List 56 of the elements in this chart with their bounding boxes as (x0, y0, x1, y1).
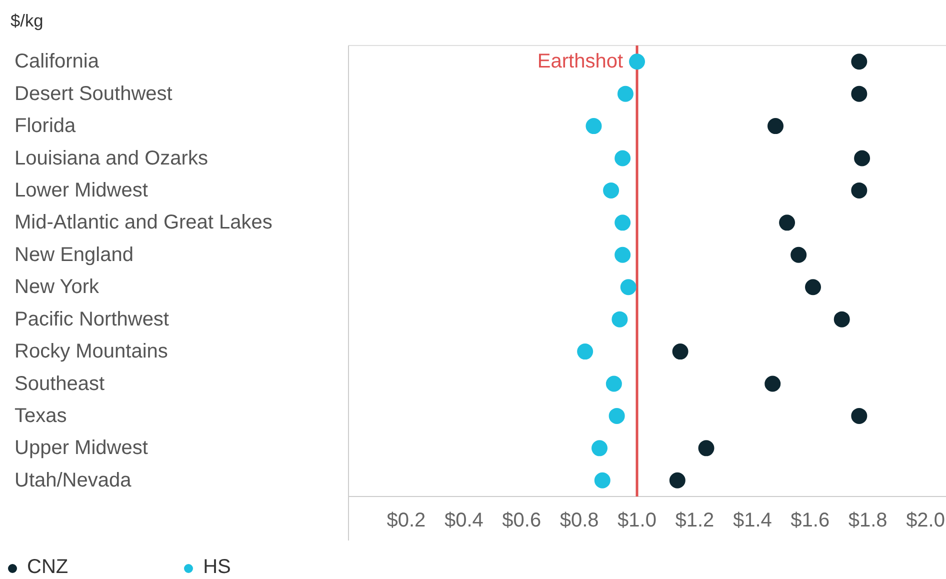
point (594, 472, 610, 488)
point (851, 408, 868, 424)
point (672, 344, 688, 360)
point (851, 182, 868, 198)
point (779, 214, 796, 231)
point (612, 311, 628, 328)
y-tick-label: New England (14, 244, 134, 266)
point (854, 150, 870, 166)
x-tick-label: $0.8 (560, 510, 599, 532)
y-tick-label: California (14, 50, 100, 73)
y-tick-label: Louisiana and Ozarks (14, 147, 208, 170)
y-tick-label: Utah/Nevada (14, 469, 132, 492)
ref-line-label: Earthshot (537, 50, 624, 73)
point (606, 376, 622, 392)
x-tick-label: $1.6 (790, 510, 830, 532)
point (851, 86, 868, 102)
point (805, 279, 822, 296)
y-tick-label: Rocky Mountains (14, 340, 168, 363)
point (669, 472, 686, 488)
y-tick-label: Lower Midwest (14, 179, 148, 202)
legend-label: CNZ (27, 556, 68, 579)
x-tick-label: $1.4 (732, 510, 772, 532)
y-tick-label: New York (14, 276, 100, 298)
point (603, 182, 620, 198)
point (790, 246, 807, 263)
x-tick-label: $1.8 (848, 510, 888, 532)
point (614, 246, 631, 263)
point (620, 279, 636, 296)
point (592, 440, 608, 456)
point (851, 54, 868, 70)
point (834, 311, 850, 328)
point (698, 440, 714, 456)
y-tick-label: Florida (14, 115, 77, 138)
y-tick-label: Texas (14, 404, 67, 427)
point (614, 214, 631, 231)
point (617, 86, 634, 102)
point (586, 118, 602, 134)
x-tick-label: $1.2 (675, 510, 714, 532)
x-tick-label: $0.4 (444, 510, 484, 532)
point (614, 150, 631, 166)
y-tick-label: Pacific Northwest (14, 308, 170, 330)
y-tick-label: Upper Midwest (14, 437, 148, 460)
point (768, 118, 784, 134)
point (629, 54, 646, 70)
y-axis-title: $/kg (10, 10, 44, 30)
x-tick-label: $2.0 (906, 510, 945, 532)
x-tick-label: $0.2 (386, 510, 426, 532)
y-tick-label: Southeast (14, 372, 106, 395)
point (608, 408, 625, 424)
x-tick-label: $0.6 (502, 510, 542, 532)
y-tick-label: Mid-Atlantic and Great Lakes (14, 212, 272, 234)
x-tick-label: $1.0 (618, 510, 656, 532)
point (764, 376, 781, 392)
point (577, 344, 594, 360)
y-tick-label: Desert Southwest (14, 82, 173, 105)
legend-label: HS (203, 556, 231, 579)
